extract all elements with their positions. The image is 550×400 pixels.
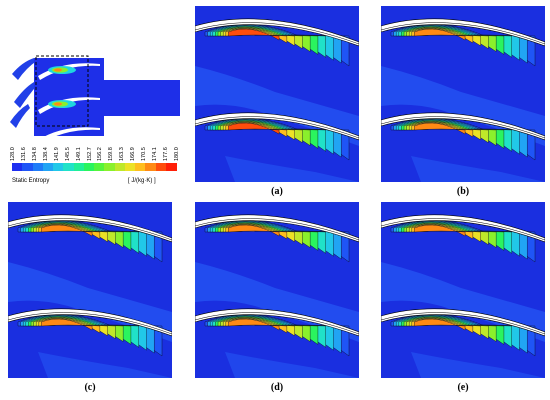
contour-plot xyxy=(381,202,545,378)
colorbar-segment xyxy=(94,163,105,171)
colorbar-segment xyxy=(114,163,126,171)
colorbar-tick-label: 149.1 xyxy=(75,147,82,161)
colorbar-segment xyxy=(135,163,146,171)
colorbar-tick-label: 128.0 xyxy=(10,147,16,161)
contour-plot xyxy=(8,202,172,378)
colorbar-unit: [ J/(kg·K) ] xyxy=(128,178,156,184)
colorbar-tick-label: 170.5 xyxy=(141,147,148,161)
contour-panel-a xyxy=(195,6,359,182)
colorbar-tick-label: 156.2 xyxy=(97,147,104,161)
colorbar-segment xyxy=(73,163,85,171)
overview-cascade xyxy=(4,52,180,146)
contour-panel-e xyxy=(381,202,545,378)
colorbar-segment xyxy=(53,163,64,171)
contour-plot xyxy=(381,6,545,182)
colorbar-segment xyxy=(124,163,136,171)
colorbar-tick-label: 177.6 xyxy=(163,147,170,161)
colorbar-tick-label: 134.8 xyxy=(31,147,38,161)
colorbar-segment xyxy=(12,163,23,171)
overview-contour-plot xyxy=(4,52,180,146)
contour-panel-c xyxy=(8,202,172,378)
colorbar-tick-label: 145.5 xyxy=(64,147,71,161)
panel-label-a: (a) xyxy=(271,186,283,197)
colorbar-tick-label: 163.3 xyxy=(119,147,126,161)
colorbar-segment xyxy=(83,163,95,171)
colorbar-tick-label: 141.9 xyxy=(53,147,60,161)
panel-label-d: (d) xyxy=(270,382,284,393)
colorbar xyxy=(12,163,177,177)
colorbar-tick-label: 152.7 xyxy=(86,147,93,161)
colorbar-segment xyxy=(165,163,177,171)
contour-panel-b xyxy=(381,6,545,182)
colorbar-tick-label: 138.4 xyxy=(42,147,49,161)
colorbar-segment xyxy=(155,163,167,171)
colorbar-title: Static Entropy xyxy=(12,178,50,184)
colorbar-segment xyxy=(42,163,54,171)
contour-plot xyxy=(195,6,359,182)
contour-plot xyxy=(195,202,359,378)
colorbar-tick-label: 174.1 xyxy=(152,147,159,161)
panel-label-c: (c) xyxy=(84,382,96,393)
contour-panel-d xyxy=(195,202,359,378)
colorbar-segment xyxy=(63,163,74,171)
panel-label-e: (e) xyxy=(457,382,469,393)
panel-label-b: (b) xyxy=(456,186,470,197)
colorbar-segment xyxy=(145,163,156,171)
colorbar-tick-label: 180.0 xyxy=(174,147,180,161)
colorbar-segment xyxy=(104,163,115,171)
colorbar-segment xyxy=(22,163,33,171)
colorbar-tick-label: 166.9 xyxy=(130,147,137,161)
colorbar-tick-label: 131.6 xyxy=(20,147,27,161)
colorbar-segment xyxy=(32,163,44,171)
colorbar-tick-label: 159.8 xyxy=(108,147,115,161)
